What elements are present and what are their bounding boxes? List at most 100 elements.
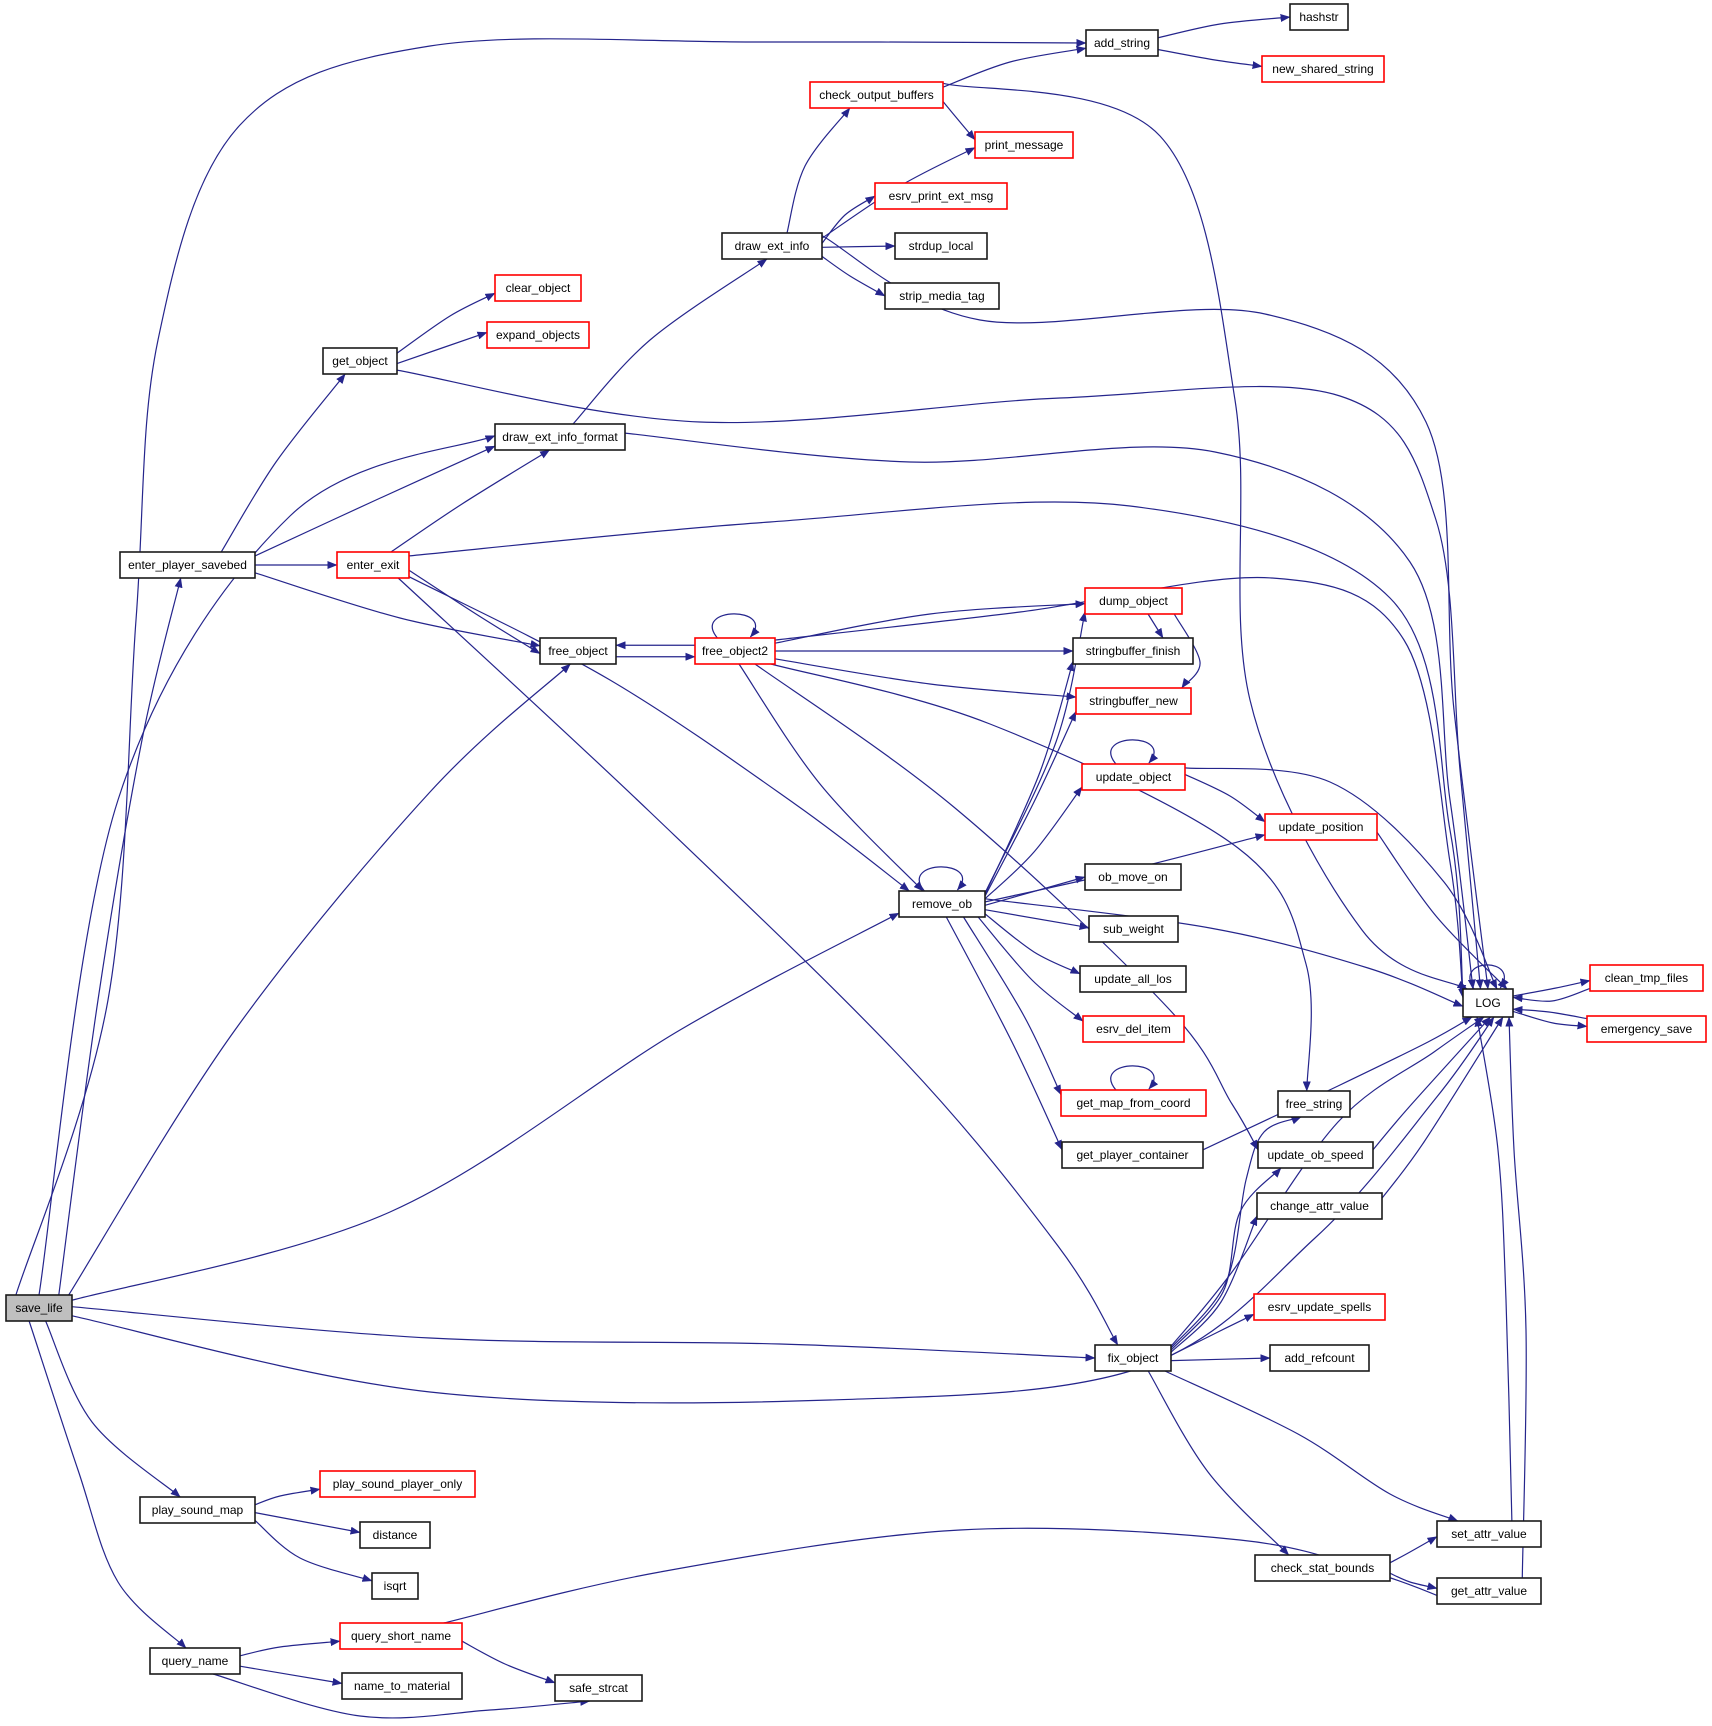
- node-box-check_stat_bounds[interactable]: [1254, 1554, 1391, 1582]
- node-box-free_string[interactable]: [1277, 1090, 1351, 1118]
- node-add_refcount[interactable]: add_refcount: [1269, 1344, 1370, 1372]
- node-box-fix_object[interactable]: [1094, 1344, 1172, 1372]
- node-sub_weight[interactable]: sub_weight: [1088, 915, 1179, 943]
- node-box-add_string[interactable]: [1085, 29, 1159, 57]
- node-get_player_container[interactable]: get_player_container: [1061, 1141, 1204, 1169]
- node-get_map_from_coord[interactable]: get_map_from_coord: [1060, 1089, 1207, 1117]
- node-emergency_save[interactable]: emergency_save: [1586, 1015, 1707, 1043]
- node-box-free_object[interactable]: [539, 637, 617, 665]
- node-expand_objects[interactable]: expand_objects: [486, 321, 590, 349]
- node-esrv_print_ext_msg[interactable]: esrv_print_ext_msg: [874, 182, 1008, 210]
- node-LOG[interactable]: LOG: [1462, 988, 1514, 1018]
- node-update_ob_speed[interactable]: update_ob_speed: [1257, 1141, 1374, 1169]
- node-ob_move_on[interactable]: ob_move_on: [1084, 863, 1182, 891]
- node-box-strdup_local[interactable]: [894, 232, 988, 260]
- node-dump_object[interactable]: dump_object: [1084, 587, 1183, 615]
- node-isqrt[interactable]: isqrt: [371, 1572, 419, 1600]
- node-change_attr_value[interactable]: change_attr_value: [1256, 1192, 1383, 1220]
- node-add_string[interactable]: add_string: [1085, 29, 1159, 57]
- node-stringbuffer_finish[interactable]: stringbuffer_finish: [1072, 637, 1194, 665]
- node-update_object[interactable]: update_object: [1081, 763, 1186, 791]
- node-box-update_position[interactable]: [1264, 813, 1378, 841]
- node-name_to_material[interactable]: name_to_material: [341, 1672, 463, 1700]
- node-check_stat_bounds[interactable]: check_stat_bounds: [1254, 1554, 1391, 1582]
- node-free_string[interactable]: free_string: [1277, 1090, 1351, 1118]
- node-box-new_shared_string[interactable]: [1261, 55, 1385, 83]
- node-box-strip_media_tag[interactable]: [884, 282, 1000, 310]
- node-box-isqrt[interactable]: [371, 1572, 419, 1600]
- node-check_output_buffers[interactable]: check_output_buffers: [809, 81, 944, 109]
- node-update_position[interactable]: update_position: [1264, 813, 1378, 841]
- node-free_object2[interactable]: free_object2: [694, 637, 776, 665]
- node-box-add_refcount[interactable]: [1269, 1344, 1370, 1372]
- node-save_life[interactable]: save_life: [5, 1294, 73, 1322]
- node-box-query_short_name[interactable]: [339, 1622, 463, 1650]
- node-distance[interactable]: distance: [359, 1521, 431, 1549]
- node-box-enter_exit[interactable]: [336, 551, 410, 579]
- node-update_all_los[interactable]: update_all_los: [1079, 965, 1187, 993]
- node-box-set_attr_value[interactable]: [1436, 1520, 1542, 1548]
- node-box-update_all_los[interactable]: [1079, 965, 1187, 993]
- node-enter_player_savebed[interactable]: enter_player_savebed: [119, 551, 256, 579]
- node-box-get_object[interactable]: [322, 347, 398, 375]
- node-box-get_player_container[interactable]: [1061, 1141, 1204, 1169]
- node-stringbuffer_new[interactable]: stringbuffer_new: [1075, 687, 1192, 715]
- node-esrv_del_item[interactable]: esrv_del_item: [1082, 1015, 1185, 1043]
- node-box-update_object[interactable]: [1081, 763, 1186, 791]
- node-strdup_local[interactable]: strdup_local: [894, 232, 988, 260]
- node-draw_ext_info[interactable]: draw_ext_info: [721, 232, 823, 260]
- node-box-esrv_del_item[interactable]: [1082, 1015, 1185, 1043]
- node-hashstr[interactable]: hashstr: [1289, 3, 1349, 31]
- node-draw_ext_info_format[interactable]: draw_ext_info_format: [494, 423, 626, 451]
- node-print_message[interactable]: print_message: [974, 131, 1074, 159]
- node-box-check_output_buffers[interactable]: [809, 81, 944, 109]
- node-box-sub_weight[interactable]: [1088, 915, 1179, 943]
- node-box-change_attr_value[interactable]: [1256, 1192, 1383, 1220]
- node-box-stringbuffer_new[interactable]: [1075, 687, 1192, 715]
- node-box-query_name[interactable]: [149, 1647, 241, 1675]
- node-query_short_name[interactable]: query_short_name: [339, 1622, 463, 1650]
- node-box-expand_objects[interactable]: [486, 321, 590, 349]
- node-enter_exit[interactable]: enter_exit: [336, 551, 410, 579]
- node-box-enter_player_savebed[interactable]: [119, 551, 256, 579]
- node-free_object[interactable]: free_object: [539, 637, 617, 665]
- node-box-free_object2[interactable]: [694, 637, 776, 665]
- node-set_attr_value[interactable]: set_attr_value: [1436, 1520, 1542, 1548]
- node-fix_object[interactable]: fix_object: [1094, 1344, 1172, 1372]
- node-box-get_map_from_coord[interactable]: [1060, 1089, 1207, 1117]
- node-box-play_sound_map[interactable]: [139, 1496, 256, 1524]
- node-box-ob_move_on[interactable]: [1084, 863, 1182, 891]
- node-box-save_life[interactable]: [5, 1294, 73, 1322]
- node-box-safe_strcat[interactable]: [554, 1674, 643, 1702]
- node-safe_strcat[interactable]: safe_strcat: [554, 1674, 643, 1702]
- node-box-draw_ext_info[interactable]: [721, 232, 823, 260]
- node-get_object[interactable]: get_object: [322, 347, 398, 375]
- node-box-distance[interactable]: [359, 1521, 431, 1549]
- node-strip_media_tag[interactable]: strip_media_tag: [884, 282, 1000, 310]
- node-box-update_ob_speed[interactable]: [1257, 1141, 1374, 1169]
- node-new_shared_string[interactable]: new_shared_string: [1261, 55, 1385, 83]
- node-box-clean_tmp_files[interactable]: [1589, 964, 1704, 992]
- node-clean_tmp_files[interactable]: clean_tmp_files: [1589, 964, 1704, 992]
- node-box-hashstr[interactable]: [1289, 3, 1349, 31]
- node-box-draw_ext_info_format[interactable]: [494, 423, 626, 451]
- node-esrv_update_spells[interactable]: esrv_update_spells: [1253, 1293, 1386, 1321]
- node-box-LOG[interactable]: [1462, 988, 1514, 1018]
- node-query_name[interactable]: query_name: [149, 1647, 241, 1675]
- node-box-clear_object[interactable]: [494, 274, 582, 302]
- node-clear_object[interactable]: clear_object: [494, 274, 582, 302]
- node-box-remove_ob[interactable]: [898, 890, 986, 918]
- node-get_attr_value[interactable]: get_attr_value: [1436, 1577, 1542, 1605]
- node-play_sound_player_only[interactable]: play_sound_player_only: [319, 1470, 476, 1498]
- node-box-esrv_print_ext_msg[interactable]: [874, 182, 1008, 210]
- node-box-emergency_save[interactable]: [1586, 1015, 1707, 1043]
- node-box-dump_object[interactable]: [1084, 587, 1183, 615]
- node-box-name_to_material[interactable]: [341, 1672, 463, 1700]
- node-box-print_message[interactable]: [974, 131, 1074, 159]
- node-play_sound_map[interactable]: play_sound_map: [139, 1496, 256, 1524]
- node-box-play_sound_player_only[interactable]: [319, 1470, 476, 1498]
- node-box-get_attr_value[interactable]: [1436, 1577, 1542, 1605]
- node-box-stringbuffer_finish[interactable]: [1072, 637, 1194, 665]
- node-box-esrv_update_spells[interactable]: [1253, 1293, 1386, 1321]
- node-remove_ob[interactable]: remove_ob: [898, 890, 986, 918]
